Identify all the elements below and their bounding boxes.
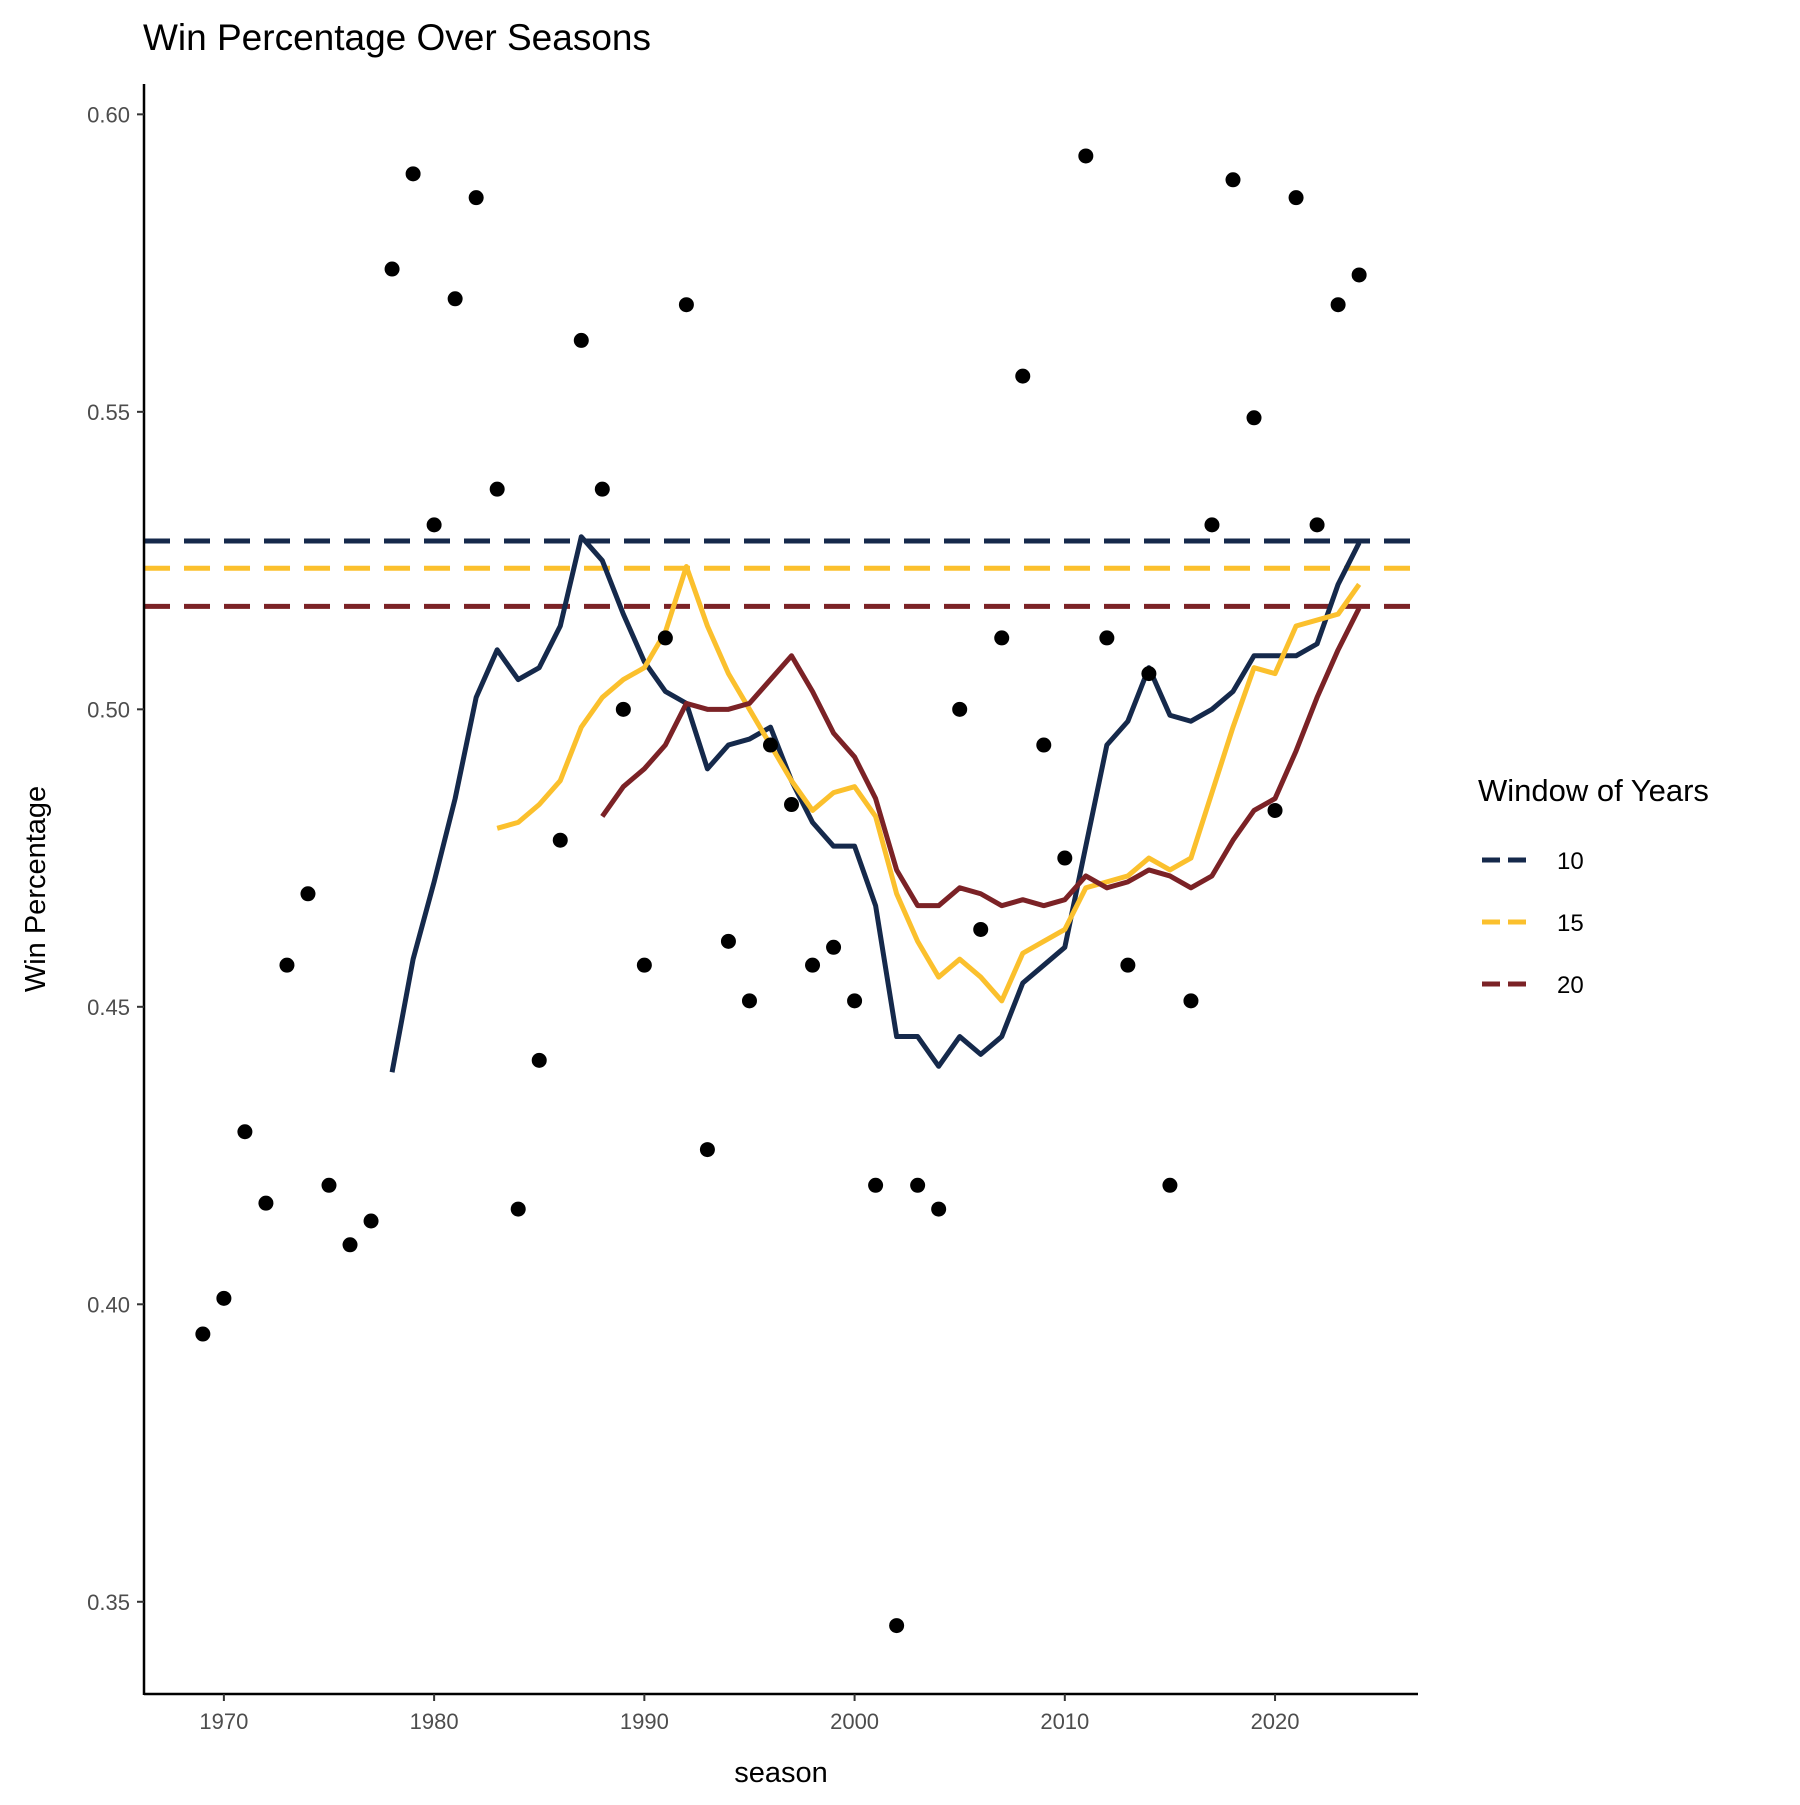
data-point xyxy=(615,701,631,717)
data-point xyxy=(342,1237,358,1253)
data-point xyxy=(1036,737,1052,753)
data-point xyxy=(1204,517,1220,533)
data-point xyxy=(805,957,821,973)
data-point xyxy=(1120,957,1136,973)
data-point xyxy=(1288,190,1304,206)
x-tick-label: 1980 xyxy=(410,1709,459,1734)
y-tick-label: 0.40 xyxy=(87,1292,130,1317)
data-point xyxy=(952,701,968,717)
data-point xyxy=(216,1290,232,1306)
data-point xyxy=(1351,267,1367,283)
x-axis-ticks: 1970 1980 1990 2000 2010 2020 xyxy=(199,1694,1300,1734)
data-point xyxy=(1015,368,1031,384)
data-point xyxy=(1309,517,1325,533)
data-point xyxy=(489,481,505,497)
x-tick-label: 1970 xyxy=(199,1709,248,1734)
data-point xyxy=(300,886,316,902)
y-tick-label: 0.60 xyxy=(87,102,130,127)
data-point xyxy=(1141,666,1157,682)
y-axis-title: Win Percentage xyxy=(20,786,52,992)
legend-label-20: 20 xyxy=(1557,972,1584,999)
y-tick-label: 0.35 xyxy=(87,1590,130,1615)
data-point xyxy=(594,481,610,497)
data-point xyxy=(426,517,442,533)
data-point xyxy=(447,291,463,307)
legend-label-15: 15 xyxy=(1557,910,1584,937)
data-point xyxy=(910,1177,926,1193)
data-point xyxy=(741,993,757,1009)
x-tick-label: 2020 xyxy=(1251,1709,1300,1734)
data-point xyxy=(678,297,694,313)
data-point xyxy=(784,797,800,813)
legend: Window of Years 10 15 20 xyxy=(1478,773,1709,999)
data-point xyxy=(720,933,736,949)
data-point xyxy=(1099,630,1115,646)
legend-label-10: 10 xyxy=(1557,848,1584,875)
data-point xyxy=(1267,802,1283,818)
data-point xyxy=(657,630,673,646)
data-point xyxy=(699,1142,715,1158)
data-point xyxy=(847,993,863,1009)
data-point xyxy=(195,1326,211,1342)
data-point xyxy=(468,190,484,206)
y-axis-ticks: 0.35 0.40 0.45 0.50 0.55 0.60 xyxy=(87,102,144,1615)
data-point xyxy=(762,737,778,753)
data-point xyxy=(868,1177,884,1193)
data-point xyxy=(1330,297,1346,313)
data-point xyxy=(1246,410,1262,426)
data-point xyxy=(1183,993,1199,1009)
y-tick-label: 0.50 xyxy=(87,697,130,722)
data-point xyxy=(531,1052,547,1068)
y-tick-label: 0.55 xyxy=(87,400,130,425)
data-point xyxy=(931,1201,947,1217)
data-point xyxy=(552,832,568,848)
x-tick-label: 2010 xyxy=(1040,1709,1089,1734)
data-point xyxy=(279,957,295,973)
data-point xyxy=(510,1201,526,1217)
data-point xyxy=(1078,148,1094,164)
data-point xyxy=(237,1124,253,1140)
data-point xyxy=(826,939,842,955)
data-point xyxy=(1225,172,1241,188)
data-point xyxy=(363,1213,379,1229)
data-point xyxy=(573,332,589,348)
data-point xyxy=(1057,850,1073,866)
series-line-10 xyxy=(389,534,1362,1073)
data-point xyxy=(636,957,652,973)
plot-area xyxy=(144,148,1418,1634)
x-axis-title: season xyxy=(734,1757,828,1789)
data-point xyxy=(994,630,1010,646)
series-line-15 xyxy=(496,564,1362,1004)
chart-title: Win Percentage Over Seasons xyxy=(143,17,651,58)
y-tick-label: 0.45 xyxy=(87,995,130,1020)
data-point xyxy=(1162,1177,1178,1193)
data-point xyxy=(973,921,989,937)
series-line-20 xyxy=(600,607,1362,909)
data-point xyxy=(258,1195,274,1211)
data-point xyxy=(384,261,400,277)
data-point xyxy=(321,1177,337,1193)
x-tick-label: 2000 xyxy=(830,1709,879,1734)
data-point xyxy=(889,1618,905,1634)
x-tick-label: 1990 xyxy=(620,1709,669,1734)
legend-title: Window of Years xyxy=(1478,773,1709,808)
data-point xyxy=(405,166,421,182)
